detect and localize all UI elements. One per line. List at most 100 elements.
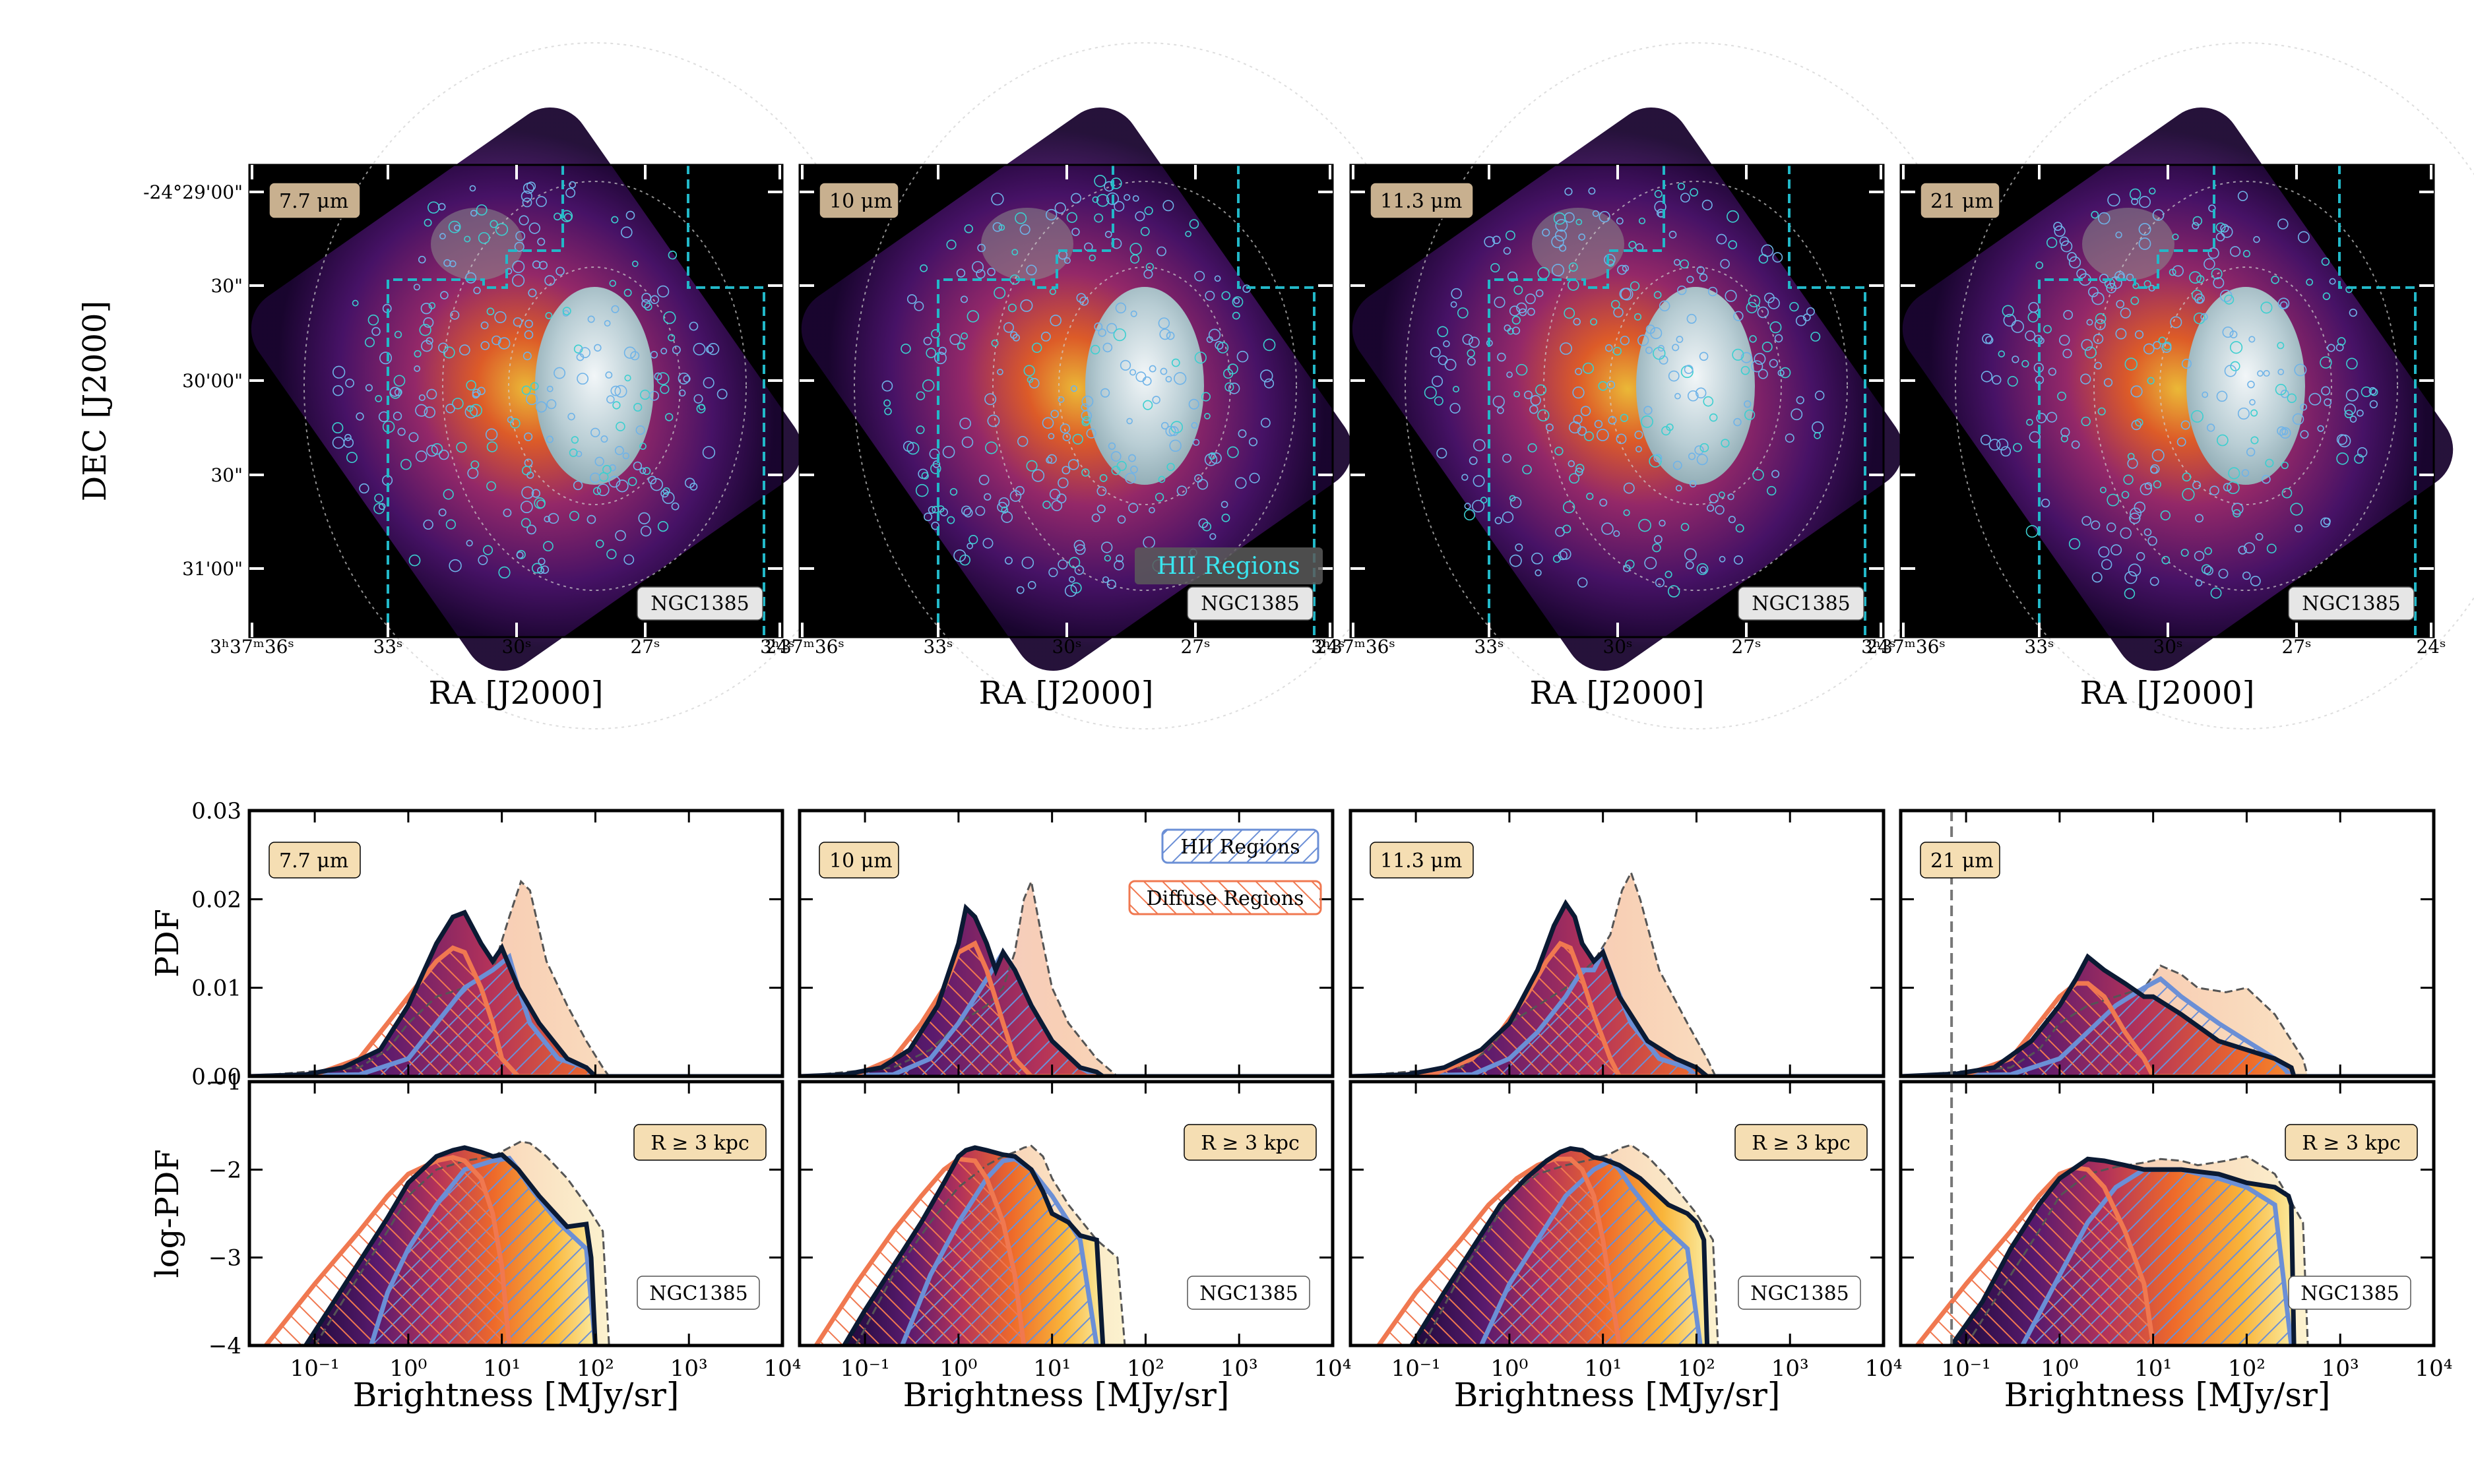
hii-region-marker — [1757, 306, 1769, 319]
hii-region-marker — [1715, 505, 1725, 515]
hii-region-marker — [2246, 447, 2256, 457]
hii-region-marker — [1529, 405, 1538, 414]
hii-region-marker — [1094, 175, 1106, 187]
hii-region-marker — [480, 321, 489, 330]
hii-region-marker — [1106, 323, 1118, 334]
hii-region-marker — [2094, 319, 2106, 330]
hii-region-marker — [507, 416, 514, 423]
hii-region-marker — [443, 489, 454, 500]
hii-region-marker — [2265, 458, 2274, 468]
hii-region-marker — [1094, 213, 1104, 223]
hii-region-marker — [1616, 217, 1624, 225]
hii-region-marker — [1719, 555, 1726, 563]
hii-region-marker — [976, 269, 986, 279]
hii-region-marker — [1021, 556, 1034, 569]
hii-region-marker — [2110, 544, 2122, 556]
x-tick-label: 10⁻¹ — [290, 1355, 340, 1382]
hii-region-marker — [1779, 367, 1791, 379]
hii-region-marker — [1492, 395, 1505, 408]
band-label: 11.3 μm — [1380, 190, 1462, 213]
hii-region-marker — [2294, 363, 2307, 377]
galaxy-core — [2186, 287, 2305, 485]
hii-region-marker — [1758, 369, 1768, 379]
hii-region-marker — [1461, 474, 1469, 481]
hii-region-marker — [2062, 348, 2072, 359]
hii-region-marker — [1685, 561, 1694, 570]
plot-frame — [1899, 1080, 2436, 1347]
hii-region-marker — [638, 512, 650, 524]
hii-region-marker — [1194, 352, 1207, 364]
legend-hii-label: HII Regions — [1180, 836, 1300, 859]
hii-region-marker — [490, 220, 498, 228]
hii-region-marker — [2081, 516, 2091, 526]
hii-region-marker — [2249, 399, 2256, 406]
hii-region-marker — [610, 385, 621, 396]
hii-region-marker — [1791, 408, 1803, 421]
hii-region-marker — [984, 493, 992, 501]
hii-region-marker — [1564, 307, 1575, 319]
hii-region-marker — [1050, 315, 1062, 326]
hii-region-marker — [452, 398, 464, 410]
hii-region-marker — [2357, 447, 2368, 458]
pdf-panel-4: 21 μm — [1899, 809, 2436, 1078]
galaxy-core — [1085, 287, 1204, 485]
hii-region-marker — [449, 559, 462, 572]
hii-region-marker — [1155, 493, 1164, 502]
hii-region-marker — [546, 385, 554, 392]
logpdf-galaxy-box — [2288, 1276, 2411, 1310]
hii-region-marker — [596, 483, 610, 497]
ra-tick-label: 27ˢ — [1731, 636, 1761, 658]
hii-region-marker — [1728, 516, 1736, 524]
hii-region-marker — [937, 505, 945, 512]
hii-region-marker — [2300, 403, 2308, 411]
hii-region-marker — [1525, 294, 1536, 305]
x-tick-label: 10⁴ — [2415, 1355, 2453, 1382]
hii-region-marker — [531, 563, 542, 574]
hii-region-marker — [611, 305, 619, 313]
pdf-band-label-box — [1370, 842, 1474, 879]
hii-region-marker — [612, 401, 621, 410]
hii-region-marker — [1432, 375, 1443, 387]
hii-region-marker — [512, 274, 525, 287]
hii-region-marker — [1430, 347, 1441, 357]
hii-region-marker — [1616, 433, 1627, 445]
plot-frame — [1899, 809, 2436, 1078]
hii-region-marker — [2349, 309, 2357, 317]
hii-region-marker — [524, 330, 534, 340]
hii-region-marker — [2211, 268, 2223, 280]
hii-region-marker — [528, 288, 537, 297]
hii-region-marker — [1073, 540, 1085, 551]
hii-region-marker — [1586, 492, 1594, 501]
hii-region-marker — [689, 321, 699, 331]
hii-region-marker — [2101, 559, 2112, 570]
hii-region-marker — [624, 375, 631, 382]
hii-region-marker — [2224, 365, 2237, 377]
hii-region-marker — [1149, 507, 1155, 514]
hii-region-marker — [521, 518, 531, 528]
hii-region-marker — [1575, 218, 1583, 226]
hii-region-marker — [408, 554, 421, 567]
hii-region-marker — [1110, 451, 1122, 462]
hii-region-marker — [1081, 417, 1090, 427]
hii-region-marker — [2106, 522, 2116, 532]
hii-region-marker — [881, 380, 893, 392]
hii-region-marker — [2295, 524, 2303, 533]
hii-region-marker — [1135, 371, 1147, 383]
hii-region-marker — [2182, 472, 2192, 481]
hii-region-marker — [469, 404, 482, 417]
hii-region-marker — [2250, 409, 2258, 417]
hii-region-marker — [2279, 427, 2291, 439]
hii-region-marker — [1554, 447, 1564, 456]
outer-line — [800, 878, 1333, 1076]
hii-region-marker — [595, 540, 604, 548]
galaxy-name: NGC1385 — [1201, 592, 1300, 615]
hii-region-marker — [1746, 301, 1758, 314]
hii-region-marker — [2277, 297, 2290, 309]
hii-region-marker — [1733, 417, 1742, 427]
hii-region-marker — [445, 404, 455, 414]
y-tick-label: −3 — [208, 1245, 241, 1272]
hii-region-marker — [1096, 194, 1110, 207]
hii-region-marker — [1654, 201, 1666, 213]
legend-diffuse-swatch — [1128, 880, 1322, 915]
hii-region-marker — [2277, 369, 2285, 375]
